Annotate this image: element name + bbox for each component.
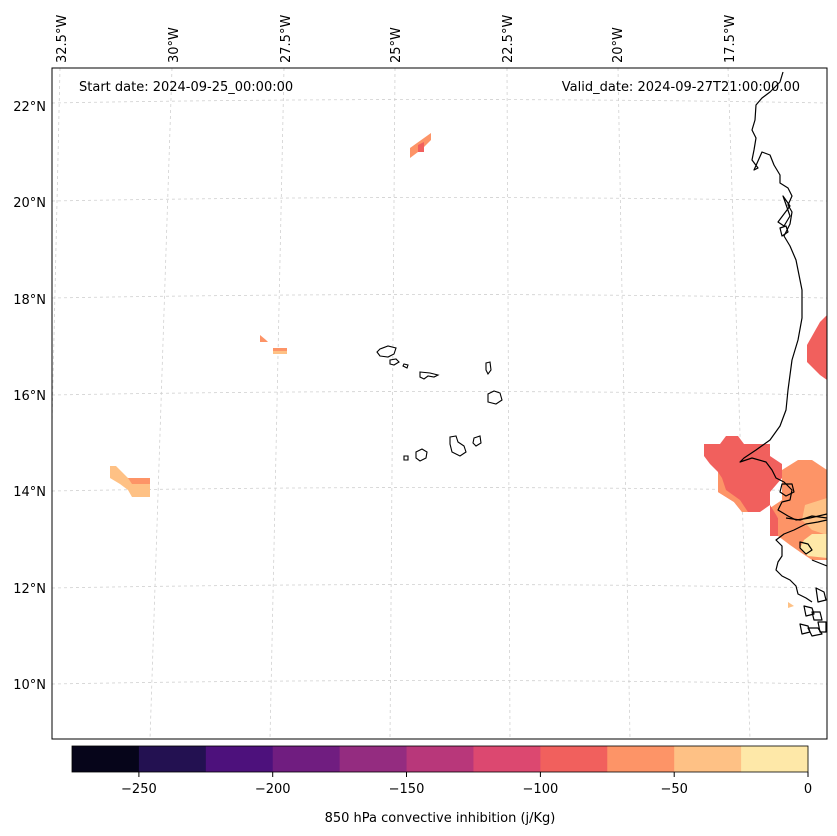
map-border — [51, 67, 828, 740]
colorbar-label: 850 hPa convective inhibition (j/Kg) — [325, 811, 556, 826]
island-santo-antao — [376, 345, 397, 358]
cape-verde-islands — [376, 345, 503, 462]
island-santiago — [449, 435, 467, 457]
colorbar-tick-minus-150: −150 — [389, 782, 425, 797]
lon-label-32-5w: 32.5°W — [55, 15, 70, 63]
cin-patch-senegal-inner — [800, 534, 827, 558]
island-santa-luzia — [402, 363, 409, 369]
cin-patch-coast-ring-outer — [718, 472, 748, 512]
lon-label-20w: 20°W — [611, 27, 626, 63]
start-date-label: Start date: 2024-09-25_00:00:00 — [79, 80, 293, 95]
cin-patch-east-edge — [807, 315, 827, 380]
island-brava — [403, 455, 409, 461]
colorbar-cells — [72, 746, 809, 772]
colorbar-cell — [272, 746, 341, 772]
colorbar-tick-minus-250: −250 — [121, 782, 157, 797]
lat-label-20n: 20°N — [13, 196, 46, 211]
island-sao-vicente — [389, 358, 400, 366]
colorbar-cell — [138, 746, 207, 772]
cin-patch-southwest — [110, 466, 150, 497]
island-boa-vista — [487, 390, 503, 405]
lon-label-27-5w: 27.5°W — [279, 15, 294, 63]
colorbar-ticks — [138, 772, 809, 777]
longitude-labels: 32.5°W 30°W 27.5°W 25°W 22.5°W 20°W 17.5… — [55, 15, 738, 63]
lon-label-25w: 25°W — [389, 27, 404, 63]
colorbar: −250 −200 −150 −100 −50 0 850 hPa convec… — [71, 745, 812, 826]
cin-patch-senegal-outer — [770, 505, 778, 536]
colorbar-cell — [72, 746, 140, 772]
latitude-labels: 22°N 20°N 18°N 16°N 14°N 12°N 10°N — [13, 100, 46, 693]
colorbar-cell — [406, 746, 474, 772]
cin-patch-southwest-core — [128, 478, 150, 484]
colorbar-cell — [607, 746, 675, 772]
colorbar-cell — [674, 746, 742, 772]
colorbar-tick-minus-100: −100 — [523, 782, 559, 797]
longitude-gridlines — [52, 68, 751, 739]
lat-label-10n: 10°N — [13, 678, 46, 693]
colorbar-cell — [473, 746, 541, 772]
cin-patch-south-small — [788, 602, 794, 608]
island-sao-nicolau — [419, 371, 440, 380]
cin-contours — [110, 133, 827, 608]
colorbar-tick-minus-50: −50 — [660, 782, 687, 797]
colorbar-tick-0: 0 — [804, 782, 812, 797]
cin-patch-west-b-edge — [273, 351, 287, 354]
map-frame — [51, 67, 828, 740]
valid-date-label: Valid_date: 2024-09-27T21:00:00.00 — [562, 80, 800, 95]
colorbar-tick-minus-200: −200 — [255, 782, 291, 797]
coastline — [739, 71, 827, 637]
lon-label-30w: 30°W — [167, 27, 182, 63]
lat-label-16n: 16°N — [13, 389, 46, 404]
lat-label-14n: 14°N — [13, 485, 46, 500]
lat-label-12n: 12°N — [13, 582, 46, 597]
colorbar-cell — [540, 746, 608, 772]
lat-label-18n: 18°N — [13, 293, 46, 308]
colorbar-cell — [741, 746, 809, 772]
latitude-gridlines — [52, 99, 827, 685]
island-maio — [472, 435, 482, 447]
cin-patch-north-core — [418, 142, 424, 152]
colorbar-cell — [205, 746, 274, 772]
lat-label-22n: 22°N — [13, 100, 46, 115]
colorbar-cell — [339, 746, 408, 772]
cin-patch-west-a — [260, 335, 268, 342]
lon-label-22-5w: 22.5°W — [501, 15, 516, 63]
island-fogo — [415, 448, 428, 462]
lon-label-17-5w: 17.5°W — [723, 15, 738, 63]
colorbar-border — [71, 745, 809, 773]
island-sal — [485, 361, 492, 376]
